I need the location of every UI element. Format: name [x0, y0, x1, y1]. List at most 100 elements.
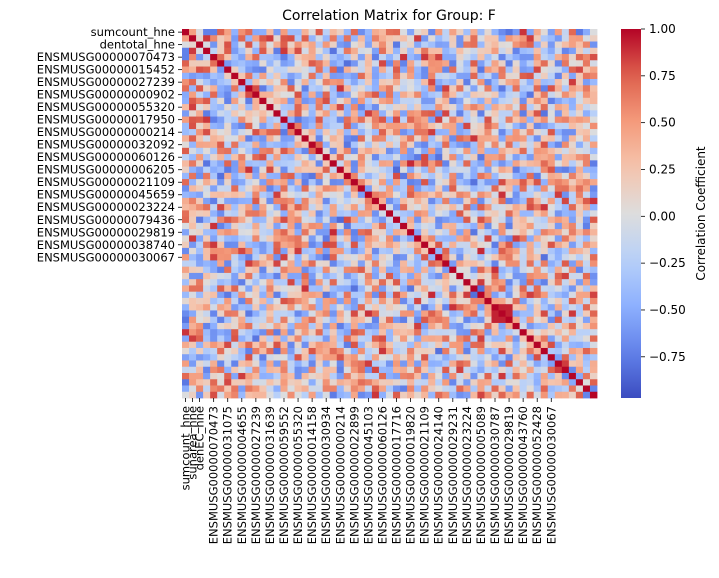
heatmap-cell — [350, 47, 359, 55]
heatmap-cell — [561, 147, 570, 155]
heatmap-cell — [393, 185, 401, 193]
heatmap-cell — [280, 122, 288, 130]
heatmap-cell — [540, 172, 549, 180]
heatmap-cell — [400, 235, 408, 243]
heatmap-cell — [582, 122, 591, 130]
heatmap-cell — [561, 154, 570, 161]
heatmap-cell — [491, 185, 499, 193]
heatmap-cell — [393, 329, 401, 336]
heatmap-cell — [378, 172, 387, 180]
heatmap-cell — [533, 104, 542, 111]
heatmap-cell — [182, 66, 190, 74]
heatmap-cell — [575, 385, 584, 393]
heatmap-cell — [245, 247, 253, 255]
heatmap-cell — [561, 197, 570, 205]
heatmap-cell — [203, 47, 211, 55]
heatmap-cell — [554, 185, 563, 193]
heatmap-cell — [582, 191, 591, 199]
heatmap-cell — [196, 72, 204, 80]
heatmap-cell — [400, 354, 408, 361]
heatmap-cell — [315, 135, 324, 142]
heatmap-cell — [477, 172, 485, 180]
heatmap-cell — [428, 391, 436, 399]
heatmap-cell — [400, 97, 408, 105]
heatmap-cell — [301, 391, 310, 399]
heatmap-cell — [554, 347, 563, 355]
heatmap-cell — [533, 210, 542, 218]
heatmap-cell — [315, 66, 324, 74]
heatmap-cell — [189, 141, 197, 149]
heatmap-cell — [491, 160, 499, 167]
heatmap-cell — [582, 335, 591, 343]
heatmap-cell — [385, 79, 394, 86]
heatmap-cell — [575, 116, 584, 124]
heatmap-cell — [498, 72, 506, 80]
heatmap-cell — [252, 260, 260, 268]
heatmap-cell — [280, 291, 288, 299]
heatmap-cell — [196, 66, 204, 74]
heatmap-cell — [575, 197, 584, 205]
heatmap-cell — [336, 72, 345, 80]
heatmap-cell — [449, 341, 457, 349]
heatmap-cell — [266, 235, 274, 243]
heatmap-cell — [210, 260, 218, 268]
heatmap-cell — [182, 310, 190, 318]
heatmap-cell — [463, 297, 471, 305]
heatmap-cell — [456, 122, 464, 130]
heatmap-cell — [294, 85, 302, 92]
heatmap-cell — [547, 354, 556, 361]
heatmap-cell — [449, 122, 457, 130]
heatmap-cell — [322, 166, 331, 174]
heatmap-cell — [182, 385, 190, 393]
heatmap-cell — [231, 91, 239, 99]
heatmap-cell — [589, 260, 598, 268]
heatmap-cell — [252, 147, 260, 155]
heatmap-cell — [477, 66, 485, 74]
heatmap-cell — [287, 235, 295, 243]
heatmap-cell — [554, 135, 563, 142]
heatmap-cell — [547, 141, 556, 149]
heatmap-cell — [371, 354, 380, 361]
heatmap-cell — [182, 316, 190, 324]
heatmap-cell — [568, 254, 577, 261]
heatmap-cell — [540, 285, 549, 293]
heatmap-cell — [421, 272, 429, 280]
heatmap-cell — [582, 160, 591, 167]
heatmap-cell — [512, 335, 521, 343]
heatmap-cell — [582, 366, 591, 374]
heatmap-cell — [350, 391, 359, 399]
heatmap-cell — [435, 197, 443, 205]
heatmap-cell — [421, 329, 429, 336]
heatmap-cell — [252, 110, 260, 117]
heatmap-cell — [203, 335, 211, 343]
heatmap-cell — [385, 260, 394, 268]
heatmap-cell — [238, 297, 246, 305]
heatmap-cell — [294, 79, 302, 86]
heatmap-cell — [407, 35, 415, 42]
heatmap-cell — [378, 66, 387, 74]
heatmap-cell — [519, 191, 528, 199]
heatmap-cell — [217, 385, 225, 393]
heatmap-cell — [456, 347, 464, 355]
heatmap-cell — [463, 279, 471, 286]
heatmap-cell — [245, 222, 253, 230]
heatmap-cell — [189, 41, 197, 49]
heatmap-cell — [378, 297, 387, 305]
heatmap-cell — [456, 166, 464, 174]
heatmap-cell — [505, 216, 513, 224]
heatmap-cell — [245, 35, 253, 42]
heatmap-cell — [287, 185, 295, 193]
heatmap-cell — [540, 41, 549, 49]
y-tick-label: ENSMUSG00000029819 — [37, 225, 175, 239]
heatmap-cell — [385, 204, 394, 211]
heatmap-cell — [414, 241, 422, 249]
heatmap-cell — [407, 197, 415, 205]
heatmap-cell — [280, 310, 288, 318]
heatmap-cell — [182, 54, 190, 61]
heatmap-cell — [519, 341, 528, 349]
heatmap-cell — [329, 41, 338, 49]
heatmap-cell — [203, 147, 211, 155]
heatmap-cell — [385, 104, 394, 111]
heatmap-cell — [582, 35, 591, 42]
heatmap-cell — [203, 241, 211, 249]
